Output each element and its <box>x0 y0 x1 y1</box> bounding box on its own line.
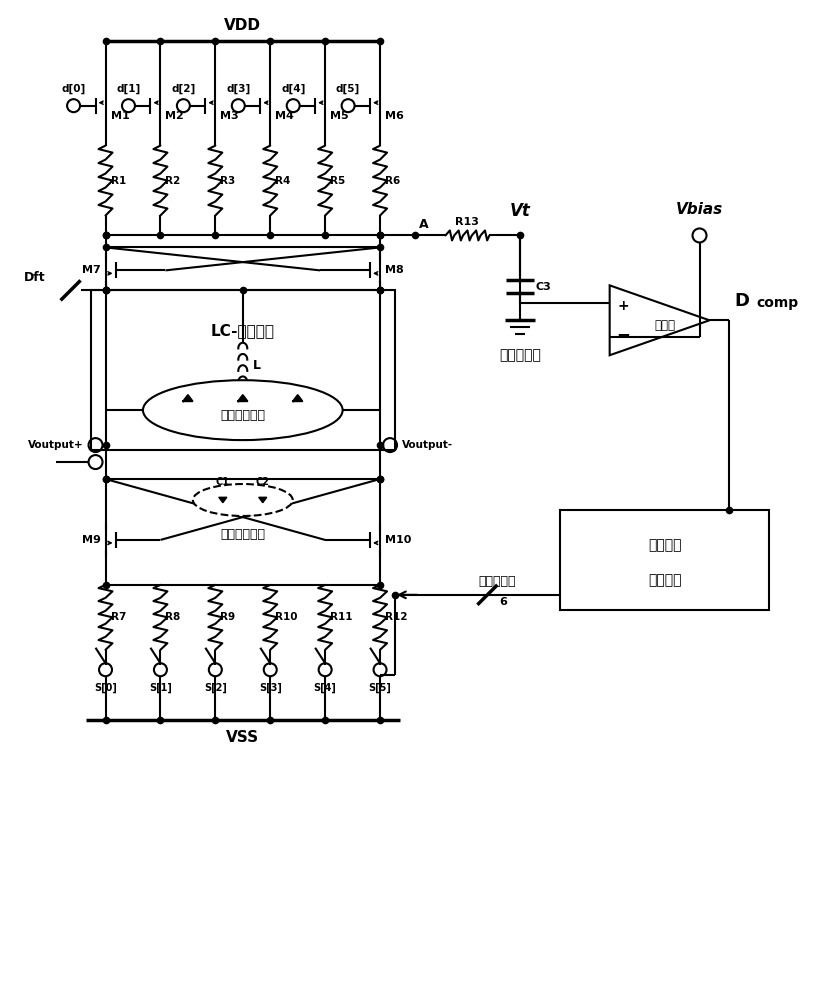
Text: M9: M9 <box>82 535 101 545</box>
Text: S[5]: S[5] <box>368 683 391 693</box>
Text: 可变电容阵列: 可变电容阵列 <box>220 409 265 422</box>
Text: Dft: Dft <box>24 271 45 284</box>
Text: C2: C2 <box>255 477 269 487</box>
Text: d[5]: d[5] <box>336 83 360 94</box>
Text: M1: M1 <box>110 111 129 121</box>
Text: R8: R8 <box>166 612 180 622</box>
Text: comp: comp <box>756 296 798 310</box>
Text: 幅度控制字: 幅度控制字 <box>479 575 516 588</box>
Text: VDD: VDD <box>224 18 261 33</box>
Text: R12: R12 <box>385 612 408 622</box>
Text: C3: C3 <box>536 282 551 292</box>
Text: 幅度校正: 幅度校正 <box>648 573 681 587</box>
Text: L: L <box>253 359 260 372</box>
Text: 基本可变电容: 基本可变电容 <box>220 528 265 541</box>
Text: d[1]: d[1] <box>116 83 141 94</box>
Text: LC-谐振网路: LC-谐振网路 <box>211 323 274 338</box>
Text: R6: R6 <box>385 176 400 186</box>
Text: D: D <box>734 292 750 310</box>
Bar <box>559 510 770 610</box>
Text: M7: M7 <box>82 265 101 275</box>
Text: 数字自动: 数字自动 <box>648 538 681 552</box>
Polygon shape <box>293 395 302 401</box>
Text: M3: M3 <box>220 111 239 121</box>
Text: 6: 6 <box>499 597 508 607</box>
Text: R2: R2 <box>166 176 180 186</box>
Text: S[3]: S[3] <box>259 683 282 693</box>
Text: S[1]: S[1] <box>149 683 172 693</box>
Polygon shape <box>219 497 227 503</box>
Text: R3: R3 <box>220 176 236 186</box>
Text: R11: R11 <box>330 612 353 622</box>
Text: M4: M4 <box>275 111 294 121</box>
Text: d[0]: d[0] <box>62 83 86 94</box>
Text: 比较器: 比较器 <box>654 319 675 332</box>
Polygon shape <box>184 395 192 401</box>
Ellipse shape <box>143 380 343 440</box>
Text: M10: M10 <box>385 535 411 545</box>
Text: R1: R1 <box>110 176 126 186</box>
Text: 低通滤波器: 低通滤波器 <box>499 348 541 362</box>
Text: d[2]: d[2] <box>171 83 195 94</box>
Text: R7: R7 <box>110 612 126 622</box>
Text: M8: M8 <box>385 265 404 275</box>
Ellipse shape <box>193 484 293 516</box>
Text: M6: M6 <box>385 111 404 121</box>
Text: M5: M5 <box>330 111 349 121</box>
Text: R5: R5 <box>330 176 345 186</box>
Text: +: + <box>618 299 630 313</box>
Text: d[4]: d[4] <box>281 83 306 94</box>
Text: R13: R13 <box>456 217 480 227</box>
Text: S[4]: S[4] <box>314 683 336 693</box>
Text: R4: R4 <box>275 176 291 186</box>
Polygon shape <box>238 395 247 401</box>
Text: d[3]: d[3] <box>226 83 250 94</box>
Text: Vbias: Vbias <box>676 202 723 217</box>
Polygon shape <box>259 497 267 503</box>
Text: S[2]: S[2] <box>204 683 227 693</box>
Bar <box>91 290 395 450</box>
Text: A: A <box>419 218 428 231</box>
Text: VSS: VSS <box>227 730 260 745</box>
Text: S[0]: S[0] <box>94 683 117 693</box>
Text: Voutput-: Voutput- <box>402 440 453 450</box>
Text: M2: M2 <box>166 111 185 121</box>
Text: R9: R9 <box>220 612 236 622</box>
Text: Vt: Vt <box>509 202 531 220</box>
Text: Voutput+: Voutput+ <box>28 440 83 450</box>
Text: −: − <box>616 325 630 343</box>
Text: R10: R10 <box>275 612 297 622</box>
Text: C1: C1 <box>216 477 230 487</box>
